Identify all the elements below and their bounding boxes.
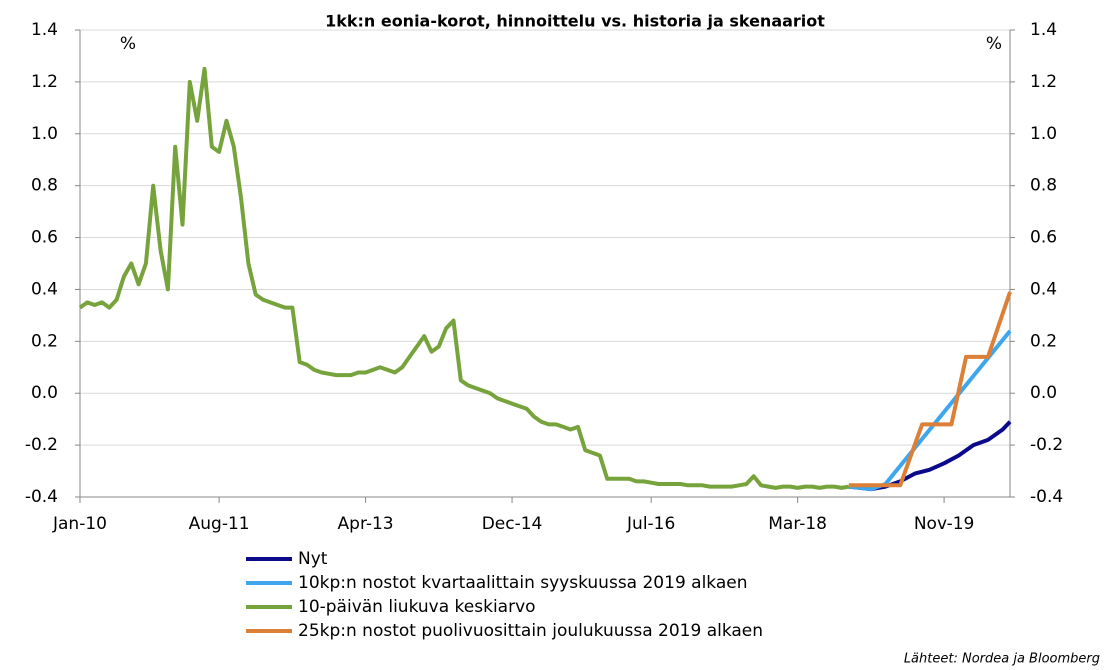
x-tick-label: Apr-13 [338, 514, 394, 534]
series-line [848, 291, 1012, 488]
series-line [78, 66, 850, 490]
y2-tick-label: 1.2 [1030, 72, 1057, 92]
y-tick-label: 1.2 [31, 72, 58, 92]
y2-tick-label: -0.4 [1030, 487, 1063, 507]
y2-tick-label: 0.8 [1030, 176, 1057, 196]
x-tick-label: Mar-18 [768, 514, 827, 534]
y2-tick-label: 1.4 [1030, 20, 1057, 40]
y-tick-label: 0.8 [31, 176, 58, 196]
series-line [848, 329, 1012, 492]
legend-label: 10-päivän liukuva keskiarvo [298, 597, 536, 617]
legend-label: 25kp:n nostot puolivuosittain joulukuuss… [298, 621, 763, 641]
y2-axis-label: % [986, 34, 1002, 54]
y-tick-label: 0.0 [31, 383, 58, 403]
legend-label: 10kp:n nostot kvartaalittain syyskuussa … [298, 573, 748, 593]
y-axis-label: % [120, 34, 136, 54]
chart-title: 1kk:n eonia-korot, hinnoittelu vs. histo… [325, 12, 825, 31]
x-tick-label: Nov-19 [914, 514, 975, 534]
x-tick-label: Jan-10 [52, 514, 107, 534]
x-tick-label: Aug-11 [189, 514, 250, 534]
y-tick-label: 0.6 [31, 228, 58, 248]
y2-tick-label: 0.4 [1030, 279, 1057, 299]
y2-tick-label: 0.0 [1030, 383, 1057, 403]
y2-tick-label: 0.2 [1030, 331, 1057, 351]
y-tick-label: 1.0 [31, 124, 58, 144]
y2-tick-label: 0.6 [1030, 228, 1057, 248]
x-tick-label: Jul-16 [626, 514, 675, 534]
y2-tick-label: 1.0 [1030, 124, 1057, 144]
source-note: Lähteet: Nordea ja Bloomberg [904, 652, 1100, 667]
y-tick-label: -0.4 [25, 487, 58, 507]
legend-label: Nyt [298, 549, 328, 569]
y-tick-label: 0.2 [31, 331, 58, 351]
y-tick-label: 1.4 [31, 20, 58, 40]
y2-tick-label: -0.2 [1030, 435, 1063, 455]
y-tick-label: 0.4 [31, 279, 58, 299]
y-tick-label: -0.2 [25, 435, 58, 455]
x-tick-label: Dec-14 [482, 514, 543, 534]
